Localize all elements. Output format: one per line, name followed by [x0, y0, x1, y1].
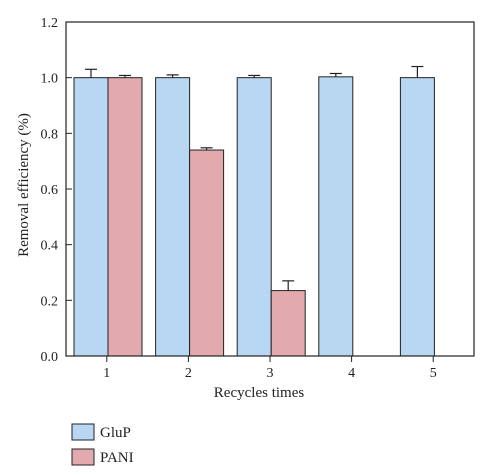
bar-glup-4	[318, 76, 354, 357]
bar-glup-2	[155, 77, 191, 357]
x-tick-label: 5	[430, 366, 437, 381]
legend-label-glup: GluP	[100, 425, 131, 441]
y-axis-label: Removal efficiency (%)	[16, 113, 32, 257]
y-tick-label: 0.0	[41, 350, 59, 365]
y-tick-label: 1.2	[41, 16, 59, 31]
y-tick-label: 0.6	[41, 183, 59, 198]
y-tick-label: 0.4	[41, 239, 59, 254]
y-tick-label: 0.8	[41, 127, 59, 142]
bar-pani-2	[189, 149, 225, 357]
bar-pani-3	[270, 290, 306, 357]
legend: GluP PANI	[71, 423, 134, 466]
legend-swatch-glup	[71, 423, 95, 441]
legend-label-pani: PANI	[100, 450, 134, 466]
error-bars-layer	[85, 65, 424, 291]
x-tick-label: 2	[185, 366, 192, 381]
bar-glup-5	[399, 77, 435, 357]
x-axis-label: Recycles times	[214, 385, 305, 401]
x-tick-label: 3	[267, 366, 274, 381]
bar-glup-1	[73, 77, 109, 357]
y-tick-label: 1.0	[41, 72, 59, 87]
x-tick-label: 1	[103, 366, 110, 381]
y-tick-label: 0.2	[41, 294, 59, 309]
ticks-layer: 0.0 0.2 0.4 0.6 0.8 1.0 1.2 1 2 3 4 5	[41, 16, 437, 381]
bars-layer	[73, 76, 435, 357]
x-tick-label: 4	[348, 366, 355, 381]
legend-swatch-pani	[71, 448, 95, 466]
bar-pani-1	[107, 77, 143, 357]
bar-glup-3	[236, 77, 272, 357]
